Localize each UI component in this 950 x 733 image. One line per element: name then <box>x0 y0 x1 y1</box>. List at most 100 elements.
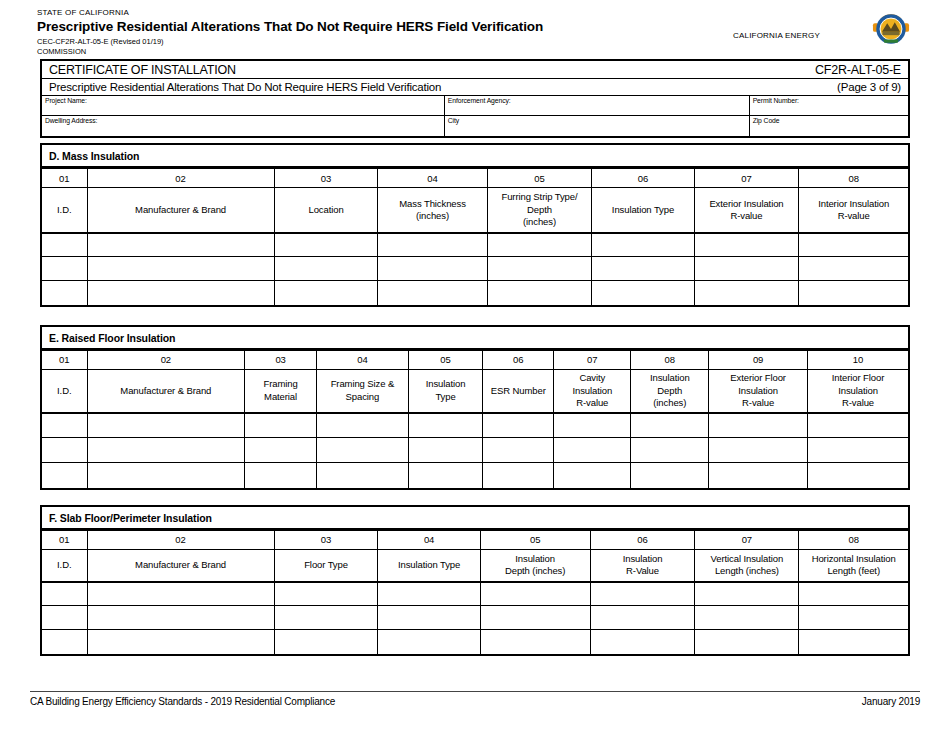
column-header-cell: Insulation R-Value <box>590 549 695 582</box>
blank-cell <box>631 438 709 463</box>
blank-cell <box>799 630 908 654</box>
blank-cell <box>245 438 317 463</box>
blank-cell <box>480 630 590 654</box>
blank-cell <box>590 582 695 606</box>
blank-cell <box>274 606 378 630</box>
certificate-title-row: CERTIFICATE OF INSTALLATION CF2R-ALT-05-… <box>42 61 908 79</box>
blank-cell <box>590 630 695 654</box>
column-header-cell: ESR Number <box>483 369 554 412</box>
field-label: Zip Code <box>749 116 908 136</box>
column-header-cell: Interior Floor Insulation R-value <box>807 369 908 412</box>
blank-cell <box>87 413 245 438</box>
section-f-slab-floor-perimeter-insulation: F. Slab Floor/Perimeter Insulation010203… <box>40 505 910 656</box>
blank-cell <box>483 413 554 438</box>
blank-cell <box>87 463 245 488</box>
blank-cell <box>378 233 487 257</box>
blank-cell <box>480 606 590 630</box>
blank-cell <box>487 257 592 281</box>
state-line: STATE OF CALIFORNIA <box>37 8 543 18</box>
blank-cell <box>554 413 631 438</box>
blank-cell <box>378 606 480 630</box>
field-label: City <box>444 116 749 136</box>
column-number-cell: 01 <box>42 530 87 549</box>
blank-cell <box>245 413 317 438</box>
blank-cell <box>807 438 908 463</box>
column-header-cell: Insulation Type <box>408 369 482 412</box>
blank-cell <box>554 438 631 463</box>
blank-cell <box>87 438 245 463</box>
blank-cell <box>709 413 808 438</box>
blank-cell <box>709 463 808 488</box>
blank-cell <box>87 257 274 281</box>
masthead-left: STATE OF CALIFORNIA Prescriptive Residen… <box>37 8 543 56</box>
blank-cell <box>42 438 87 463</box>
blank-cell <box>42 582 87 606</box>
blank-cell <box>42 281 87 305</box>
blank-cell <box>408 438 482 463</box>
blank-cell <box>87 281 274 305</box>
blank-cell <box>87 630 274 654</box>
blank-cell <box>87 606 274 630</box>
blank-cell <box>695 630 799 654</box>
column-number-cell: 07 <box>695 530 799 549</box>
page-footer: CA Building Energy Efficiency Standards … <box>30 691 920 707</box>
document-title: Prescriptive Residential Alterations Tha… <box>37 19 543 36</box>
column-header-cell: Insulation Type <box>378 549 480 582</box>
column-number-cell: 06 <box>590 530 695 549</box>
commission-wrap-text: COMMISSION <box>37 47 543 57</box>
section-title: E. Raised Floor Insulation <box>42 327 908 350</box>
blank-cell <box>709 438 808 463</box>
form-sections: D. Mass Insulation0102030405060708I.D.Ma… <box>30 143 920 655</box>
column-number-cell: 04 <box>378 169 487 188</box>
column-header-cell: Location <box>274 188 378 233</box>
column-number-cell: 03 <box>274 169 378 188</box>
column-number-cell: 03 <box>245 350 317 369</box>
section-table: 0102030405060708I.D.Manufacturer & Brand… <box>42 168 908 305</box>
section-e-raised-floor-insulation: E. Raised Floor Insulation01020304050607… <box>40 325 910 490</box>
blank-cell <box>87 233 274 257</box>
column-number-cell: 02 <box>87 530 274 549</box>
blank-cell <box>694 257 799 281</box>
column-header-cell: Manufacturer & Brand <box>87 369 245 412</box>
column-number-cell: 09 <box>709 350 808 369</box>
blank-cell <box>590 606 695 630</box>
blank-cell <box>799 606 908 630</box>
section-title: D. Mass Insulation <box>42 145 908 168</box>
column-number-cell: 08 <box>799 530 908 549</box>
certificate-page-info: (Page 3 of 9) <box>837 81 901 93</box>
blank-cell <box>378 257 487 281</box>
blank-cell <box>807 463 908 488</box>
blank-cell <box>274 233 378 257</box>
column-header-cell: Furring Strip Type/ Depth (inches) <box>487 188 592 233</box>
certificate-code: CF2R-ALT-05-E <box>815 63 901 77</box>
blank-cell <box>592 233 694 257</box>
column-header-cell: Exterior Insulation R-value <box>694 188 799 233</box>
blank-cell <box>799 233 908 257</box>
section-title: F. Slab Floor/Perimeter Insulation <box>42 507 908 530</box>
field-label: Dwelling Address: <box>42 116 444 136</box>
blank-cell <box>694 233 799 257</box>
blank-cell <box>408 413 482 438</box>
column-number-cell: 05 <box>408 350 482 369</box>
column-number-cell: 02 <box>87 169 274 188</box>
blank-entry-row <box>42 463 908 488</box>
column-header-cell: Vertical Insulation Length (inches) <box>695 549 799 582</box>
certificate-subtitle-row: Prescriptive Residential Alterations Tha… <box>42 79 908 96</box>
blank-cell <box>631 463 709 488</box>
column-header-cell: Horizontal Insulation Length (feet) <box>799 549 908 582</box>
column-header-cell: Insulation Depth (inches) <box>631 369 709 412</box>
blank-cell <box>799 281 908 305</box>
blank-cell <box>695 606 799 630</box>
column-number-cell: 08 <box>631 350 709 369</box>
column-number-cell: 10 <box>807 350 908 369</box>
column-header-cell: I.D. <box>42 369 87 412</box>
column-header-cell: I.D. <box>42 549 87 582</box>
column-number-cell: 06 <box>483 350 554 369</box>
column-header-cell: Framing Size & Spacing <box>317 369 409 412</box>
blank-cell <box>317 463 409 488</box>
section-table: 0102030405060708I.D.Manufacturer & Brand… <box>42 530 908 654</box>
column-number-cell: 02 <box>87 350 245 369</box>
blank-cell <box>317 438 409 463</box>
project-field-row: Dwelling Address:CityZip Code <box>42 116 908 136</box>
blank-cell <box>695 582 799 606</box>
